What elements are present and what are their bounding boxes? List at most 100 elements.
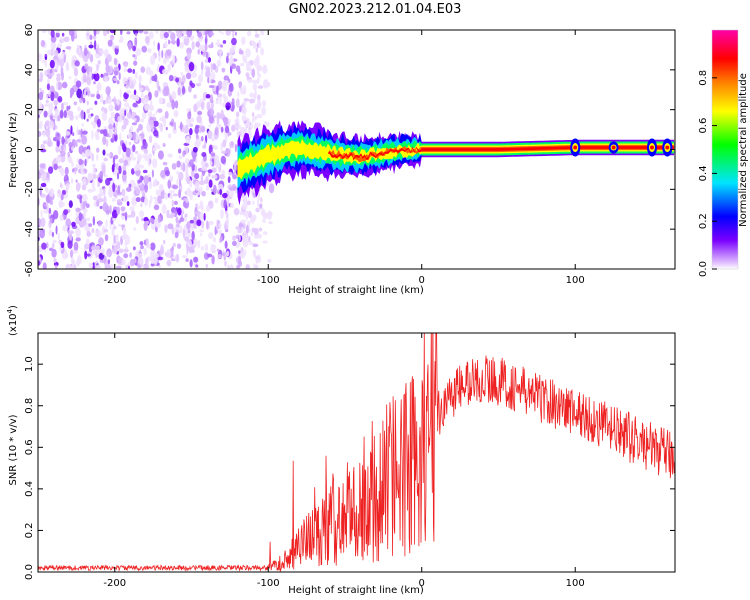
spectrogram-noise-cell [152, 147, 157, 152]
spectrogram-noise-cell [85, 178, 89, 183]
spectrogram-noise-cell [46, 140, 53, 147]
spectrogram-noise-cell [219, 95, 222, 106]
spectrogram-noise-cell [233, 164, 237, 172]
spectrogram-noise-cell [157, 108, 163, 113]
spectrogram-noise-cell [159, 126, 164, 133]
spectrogram-noise-cell [194, 206, 198, 212]
spectrogram-noise-cell [250, 231, 254, 237]
spectrogram-noise-cell [242, 85, 247, 95]
spectrogram-noise-cell [257, 85, 264, 89]
spectrogram-noise-cell [65, 46, 72, 50]
spectrogram-noise-cell [155, 110, 158, 115]
spectrogram-noise-cell [218, 50, 223, 55]
spectrogram-noise-cell [251, 112, 255, 117]
spectrogram-noise-cell [127, 214, 132, 218]
spectrogram-noise-cell [164, 192, 169, 200]
spectrogram-noise-cell [162, 142, 166, 147]
spectrogram-noise-cell [219, 174, 226, 180]
spectrogram-noise-cell [199, 200, 204, 210]
spectrogram-noise-cell [40, 210, 43, 218]
spectrogram-noise-cell [229, 47, 235, 54]
spectrogram-noise-cell [143, 221, 148, 231]
spectrogram-signal-bump-peak [573, 145, 578, 150]
spectrogram-noise-cell [119, 30, 123, 36]
spectrogram-noise-cell [232, 235, 236, 241]
spectrogram-noise-cell [106, 88, 110, 97]
spectrogram-noise-cell [98, 194, 102, 198]
spectrogram-noise-cell [252, 83, 258, 91]
spectrogram-noise-cell [119, 88, 122, 98]
spectrogram-noise-cell [78, 158, 83, 166]
spectrogram-noise-cell [43, 110, 48, 118]
spectrogram-noise-cell [117, 145, 122, 155]
spectrogram-noise-cell [117, 115, 123, 123]
spectrogram-noise-cell [257, 191, 261, 200]
spectrogram-noise-cell [205, 263, 208, 268]
spectrogram-noise-cell [132, 131, 137, 141]
snr-x-ticks: -200 -100 0 100 [103, 333, 585, 589]
spectrogram-noise-cell [143, 175, 149, 185]
spectrogram-noise-cell [51, 248, 57, 258]
spectrogram-noise-cell [136, 135, 142, 140]
spectrogram-noise-cell [96, 264, 101, 269]
spectrogram-noise-cell [155, 30, 159, 35]
spectrogram-noise-cell [163, 31, 169, 39]
spectrogram-noise-cell [121, 152, 125, 162]
spectrogram-noise-cell [109, 204, 112, 215]
spectrogram-noise-cell [172, 184, 179, 190]
spectrogram-noise-cell [220, 209, 224, 219]
spectrogram-noise-cell [61, 71, 64, 81]
spectrogram-noise-cell [239, 62, 245, 67]
spectrogram-x-tick-label: -100 [257, 275, 280, 286]
spectrogram-noise-cell [123, 248, 129, 253]
spectrogram-noise-cell [97, 220, 103, 227]
spectrogram-noise-cell [125, 147, 131, 158]
spectrogram-noise-cell [254, 121, 258, 127]
spectrogram-noise-cell [208, 172, 211, 177]
spectrogram-noise-cell [237, 229, 242, 234]
spectrogram-noise-cell [208, 179, 213, 188]
spectrogram-noise-cell [239, 126, 246, 133]
spectrogram-noise-cell [165, 169, 170, 177]
spectrogram-noise-cell [139, 175, 143, 183]
spectrogram-noise-cell [216, 219, 219, 229]
spectrogram-noise-cell [203, 252, 210, 260]
spectrogram-noise-cell [40, 39, 46, 48]
spectrogram-y-tick-label: -60 [24, 261, 35, 277]
spectrogram-noise-cell [57, 232, 60, 241]
spectrogram-noise-cell [205, 30, 208, 40]
spectrogram-noise-cell [42, 131, 46, 137]
spectrogram-noise-cell [106, 76, 110, 81]
spectrogram-noise-cell [167, 223, 174, 230]
spectrogram-noise-cell [115, 265, 122, 269]
spectrogram-noise-cell [126, 186, 132, 192]
spectrogram-noise-cell [93, 72, 100, 82]
spectrogram-noise-cell [41, 59, 46, 64]
spectrogram-noise-cell [142, 141, 148, 150]
spectrogram-noise-cell [80, 109, 85, 120]
spectrogram-noise-cell [133, 166, 138, 172]
spectrogram-noise-cell [54, 108, 60, 114]
spectrogram-noise-cell [245, 48, 251, 58]
spectrogram-noise-cell [126, 81, 130, 86]
colorbar-label: Normalized spectral amplitude [738, 73, 749, 227]
spectrogram-y-tick-label: 20 [24, 103, 35, 116]
spectrogram-noise-cell [167, 153, 173, 158]
spectrogram-noise-cell [181, 85, 186, 95]
spectrogram-noise-cell [256, 233, 262, 239]
spectrogram-noise-cell [235, 226, 241, 230]
spectrogram-noise-cell [226, 52, 230, 57]
spectrogram-noise-cell [111, 164, 115, 173]
spectrogram-noise-cell [187, 85, 192, 93]
spectrogram-noise-cell [193, 238, 198, 248]
spectrogram-noise-cell [135, 32, 138, 37]
spectrogram-noise-cell [50, 91, 55, 102]
spectrogram-noise-cell [122, 233, 128, 239]
spectrogram-noise-cell [175, 253, 180, 263]
spectrogram-noise-cell [190, 225, 194, 231]
spectrogram-noise-cell [257, 65, 263, 72]
spectrogram-noise-cell [49, 217, 53, 224]
spectrogram-noise-cell [64, 175, 67, 180]
spectrogram-noise-cell [189, 259, 193, 268]
spectrogram-noise-cell [70, 177, 74, 184]
